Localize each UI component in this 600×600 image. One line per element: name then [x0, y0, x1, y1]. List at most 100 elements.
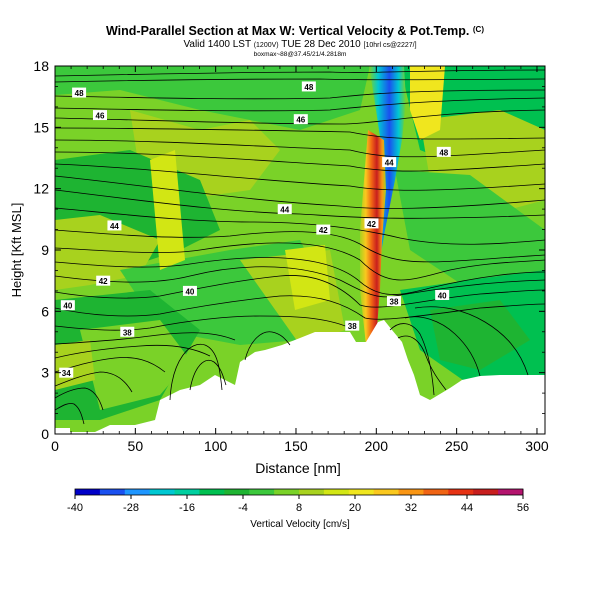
colorbar-swatch [423, 489, 449, 495]
x-axis: 0 50 100 150 200 250 300 [51, 66, 549, 454]
isentrope-line [169, 343, 223, 401]
y-tick-label: 6 [41, 303, 49, 319]
isentrope-line [404, 316, 481, 377]
isentrope-line [55, 229, 545, 263]
colorbar-swatch [323, 489, 350, 495]
field-region [395, 170, 545, 290]
colorbar-tick-label: 20 [349, 502, 361, 514]
isentrope-line [55, 163, 545, 191]
isentrope-line [55, 315, 356, 331]
field-region [150, 150, 185, 270]
y-tick-label: 9 [41, 242, 49, 258]
isentrope-label: 38 [348, 322, 357, 331]
isentrope-label-bg [386, 296, 401, 307]
colorbar-swatch [224, 489, 250, 495]
y-tick-label: 18 [33, 58, 49, 74]
isentrope-line [55, 357, 166, 373]
isentrope-line [55, 344, 211, 359]
field-region [285, 245, 330, 310]
isentrope-labels: 48 48 46 46 48 44 44 44 42 42 42 40 40 40 38 38 38 34 [59, 81, 451, 378]
isentrope-label: 40 [63, 302, 72, 311]
chart-subtitle-line3: boxmax~88@37.45/21/4.2818m [254, 51, 347, 58]
isentrope-label-bg [60, 300, 75, 311]
isentrope-line [397, 335, 447, 391]
y-tick-label: 12 [33, 181, 49, 197]
isentrope-label-bg [316, 224, 331, 235]
colorbar: -40 -28 -16 -4 8 20 32 44 56 [67, 488, 529, 514]
isentrope-line [244, 331, 291, 361]
field-region [410, 66, 445, 140]
field-region [430, 300, 530, 370]
x-tick-label: 100 [204, 438, 228, 454]
isentrope-label: 34 [62, 369, 71, 378]
isentrope-line [55, 69, 545, 77]
updraft-jet [360, 130, 386, 345]
colorbar-tick-label: -4 [238, 502, 248, 514]
isentrope-line [55, 295, 545, 320]
chart-subtitle: Valid 1400 LST (1200V) TUE 28 Dec 2010 [… [183, 39, 416, 50]
isentrope-line [55, 89, 545, 100]
isentrope-label-bg [436, 146, 451, 157]
y-tick-label: 0 [41, 426, 49, 442]
isentrope-line [55, 387, 104, 411]
colorbar-swatch [274, 489, 300, 495]
y-tick-label: 15 [33, 119, 49, 135]
isentrope-label: 42 [367, 220, 376, 229]
x-tick-label: 250 [445, 438, 469, 454]
colorbar-swatch [348, 489, 375, 495]
colorbar-swatch [174, 489, 200, 495]
isentrope-line [55, 175, 545, 209]
field-region [55, 66, 370, 130]
isentrope-line [55, 127, 545, 140]
isentrope-label: 40 [185, 287, 194, 296]
colorbar-swatch [249, 489, 275, 495]
colorbar-tick-label: 56 [517, 502, 529, 514]
plot-area: 48 48 46 46 48 44 44 44 42 42 42 40 40 40 38 38 38 34 [55, 66, 545, 434]
isentrope-line [55, 403, 85, 425]
x-tick-label: 150 [284, 438, 308, 454]
isentrope-label: 44 [385, 159, 394, 168]
field-region [80, 320, 190, 410]
isentrope-label: 38 [123, 328, 132, 337]
colorbar-tick-label: 8 [296, 502, 302, 514]
isentrope-label-bg [293, 114, 308, 125]
colorbar-swatch [473, 489, 499, 495]
isentrope-line [55, 78, 545, 83]
colorbar-tick-label: 44 [461, 502, 473, 514]
isentrope-line [55, 371, 133, 393]
isentrope-label-bg [72, 87, 87, 98]
isentrope-line [55, 189, 545, 219]
isentrope-label: 48 [304, 83, 313, 92]
y-tick-label: 3 [41, 365, 49, 381]
y-axis-label: Height [Kft MSL] [9, 203, 24, 298]
isentrope-line [389, 323, 435, 396]
isentrope-label: 40 [438, 291, 447, 300]
velocity-field [55, 66, 545, 420]
isentrope-label-bg [382, 157, 397, 168]
isentrope-label: 46 [96, 112, 105, 121]
isentrope-label-bg [277, 204, 292, 215]
isentrope-label-bg [92, 110, 107, 121]
isentrope-label-bg [96, 275, 111, 286]
colorbar-swatch [299, 489, 325, 495]
colorbar-swatch [199, 489, 225, 495]
isentrope-label: 38 [390, 298, 399, 307]
colorbar-label: Vertical Velocity [cm/s] [250, 519, 350, 530]
isentrope-line [55, 242, 545, 281]
isentrope-label: 42 [99, 277, 108, 286]
isentrope-label: 48 [75, 89, 84, 98]
colorbar-tick-label: -40 [67, 502, 83, 514]
colorbar-swatch [99, 489, 126, 495]
isentrope-label-bg [301, 81, 316, 92]
x-tick-label: 0 [51, 438, 59, 454]
isentrope-line [55, 332, 236, 345]
x-tick-label: 300 [525, 438, 549, 454]
isentrope-label-bg [435, 289, 450, 300]
x-tick-label: 50 [128, 438, 144, 454]
colorbar-swatch [124, 489, 151, 495]
isentrope-line [189, 360, 227, 391]
isentrope-line [55, 275, 545, 308]
isentrope-label-bg [182, 285, 197, 296]
isentrope-label: 44 [110, 222, 119, 231]
